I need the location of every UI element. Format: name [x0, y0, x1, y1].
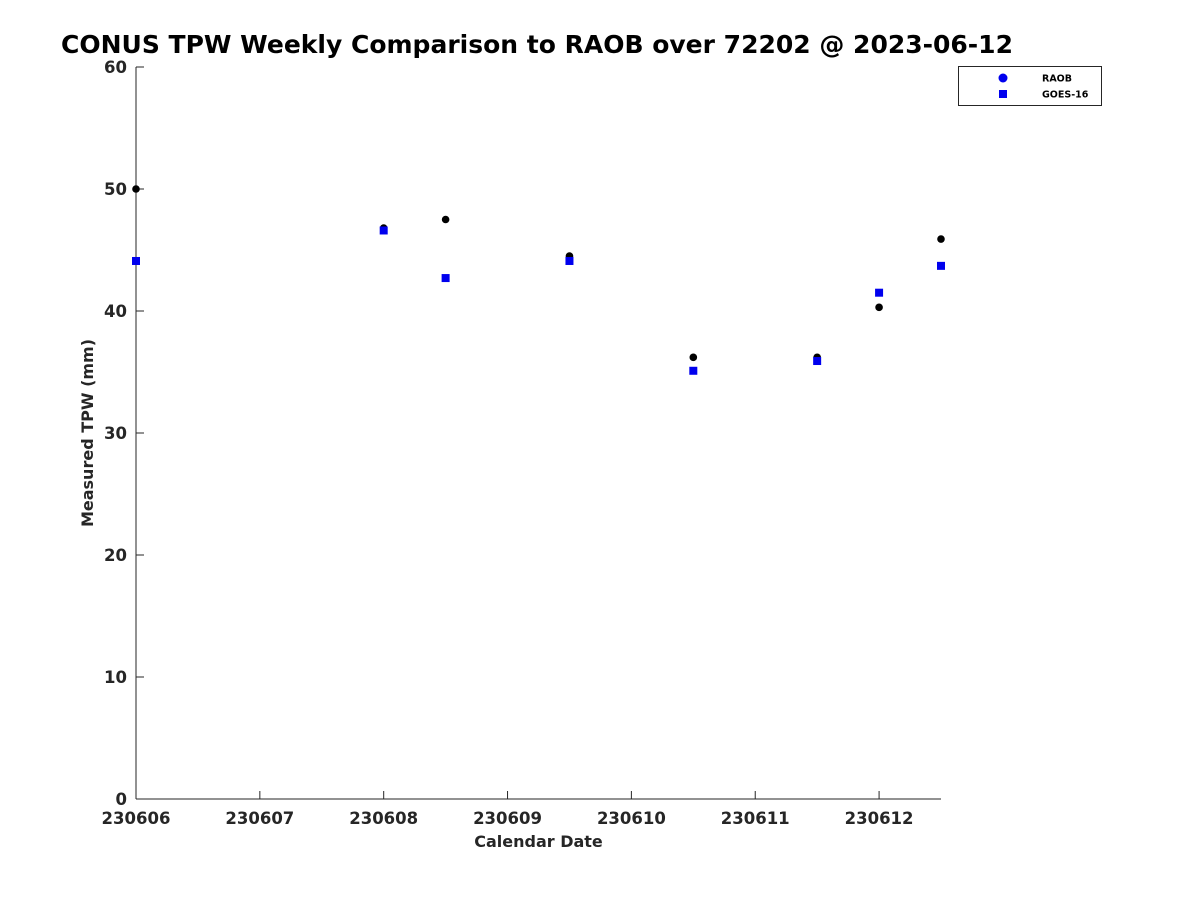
- goes16-point: [813, 357, 822, 366]
- y-tick-label: 20: [104, 546, 127, 565]
- chart-title: CONUS TPW Weekly Comparison to RAOB over…: [61, 30, 1013, 59]
- x-tick-label: 230607: [225, 809, 294, 828]
- legend-goes16-marker: [999, 90, 1007, 98]
- y-tick-label: 10: [104, 668, 127, 687]
- legend: RAOB GOES-16: [958, 66, 1102, 106]
- x-tick-label: 230606: [102, 809, 171, 828]
- goes16-point: [875, 288, 884, 297]
- raob-point: [937, 235, 945, 243]
- legend-raob-marker: [998, 73, 1008, 83]
- raob-point: [132, 185, 140, 193]
- x-tick-label: 230610: [597, 809, 666, 828]
- goes16-point: [379, 226, 388, 235]
- y-tick-label: 40: [104, 302, 127, 321]
- goes16-point: [441, 274, 450, 283]
- goes16-point: [937, 261, 945, 270]
- x-tick-label: 230612: [845, 809, 914, 828]
- x-tick-label: 230611: [721, 809, 790, 828]
- y-axis-label: Measured TPW (mm): [78, 339, 97, 527]
- x-axis-label: Calendar Date: [474, 832, 603, 851]
- y-tick-label: 30: [104, 424, 127, 443]
- y-tick-label: 60: [104, 58, 127, 77]
- y-tick-label: 50: [104, 180, 127, 199]
- x-tick-label: 230608: [349, 809, 418, 828]
- goes16-point: [689, 366, 698, 375]
- tick-labels: 0 10 20 30 40 50 60 230606 230607 230608 230609 230…: [102, 58, 914, 828]
- goes16-point: [565, 256, 574, 265]
- legend-label: RAOB: [1042, 74, 1072, 85]
- data-points: [132, 185, 945, 375]
- tick-marks: [135, 66, 880, 800]
- raob-point: [689, 353, 698, 362]
- y-tick-label: 0: [116, 790, 127, 809]
- axes: [135, 67, 941, 800]
- x-tick-label: 230609: [473, 809, 542, 828]
- goes16-point: [132, 256, 140, 265]
- raob-point: [441, 215, 450, 224]
- raob-point: [875, 303, 883, 312]
- legend-label: GOES-16: [1042, 90, 1089, 101]
- legend-box: [958, 66, 1102, 106]
